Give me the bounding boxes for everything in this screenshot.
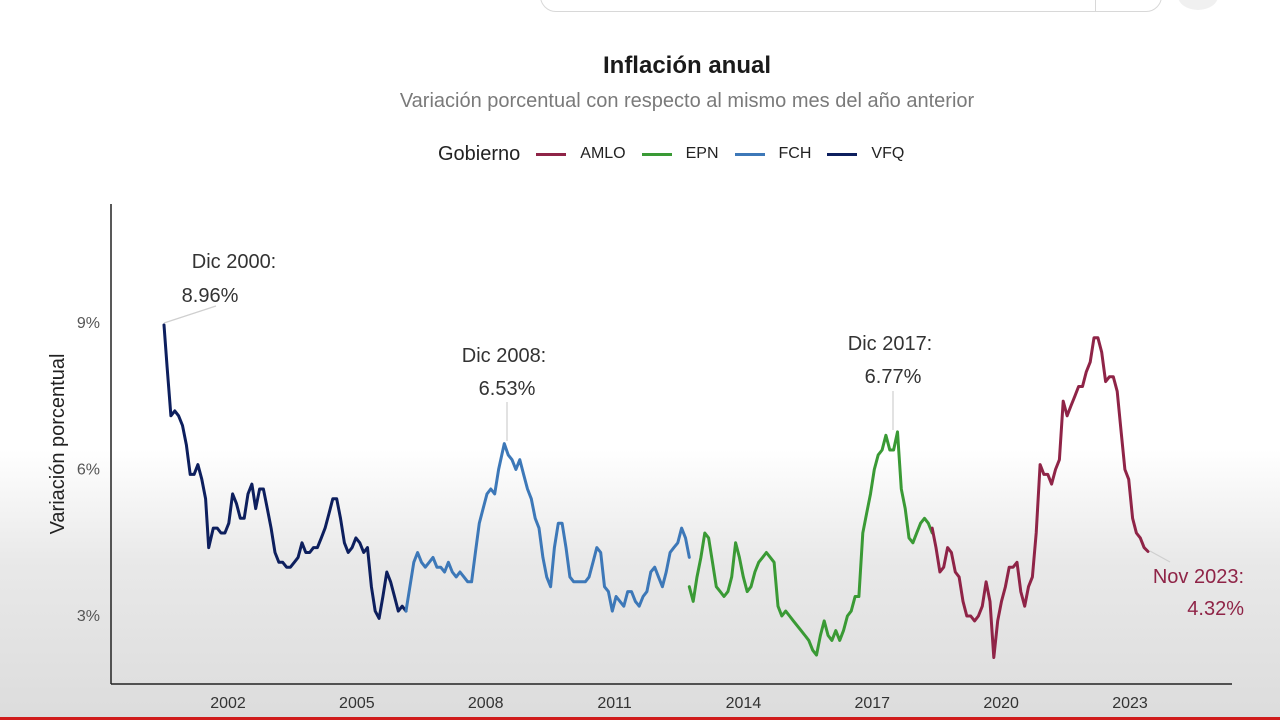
toolbar-round-button[interactable] — [1178, 0, 1218, 10]
y-tick-label: 3% — [77, 608, 100, 625]
x-tick-label: 2023 — [1112, 695, 1148, 712]
chart-subtitle: Variación porcentual con respecto al mis… — [399, 90, 975, 112]
annotation-leader — [1149, 550, 1171, 563]
legend-label-epn: EPN — [685, 145, 719, 162]
x-tick-label: 2005 — [339, 695, 375, 712]
annotation-value-label: 8.96% — [182, 285, 239, 307]
series-line-epn — [687, 430, 934, 657]
x-tick-label: 2011 — [597, 695, 632, 712]
legend-swatch-amlo — [536, 152, 567, 156]
annotation-value-label: 6.53% — [479, 378, 536, 400]
legend-title: Gobierno — [438, 142, 521, 165]
x-tick-label: 2002 — [210, 695, 246, 712]
annotation-date-label: Dic 2008: — [462, 345, 547, 367]
series-line-fch — [404, 442, 691, 613]
legend-swatch-vfq — [827, 152, 858, 156]
annotation-value-label: 4.32% — [1187, 598, 1244, 620]
x-tick-label: 2020 — [983, 695, 1019, 712]
legend-item-epn: EPN — [641, 145, 719, 163]
chart-title: Inflación anual — [602, 52, 772, 79]
x-tick-label: 2017 — [854, 695, 890, 712]
x-tick-label: 2008 — [468, 695, 504, 712]
legend-label-amlo: AMLO — [580, 145, 626, 162]
annotation-date-label: Dic 2000: — [192, 251, 277, 273]
legend-item-fch: FCH — [734, 145, 812, 163]
annotation-date-label: Dic 2017: — [848, 333, 933, 355]
legend-swatch-fch — [734, 152, 765, 156]
bottom-accent-bar — [0, 717, 1280, 720]
legend-label-fch: FCH — [778, 145, 812, 162]
series-line-amlo — [930, 336, 1150, 659]
series-line-vfq — [162, 323, 408, 620]
x-tick-label: 2014 — [726, 695, 762, 712]
annotation-value-label: 6.77% — [865, 366, 922, 388]
annotation-leader — [163, 305, 217, 324]
y-tick-label: 6% — [77, 462, 100, 479]
annotation-date-label: Nov 2023: — [1153, 566, 1244, 588]
y-tick-label: 9% — [77, 315, 100, 332]
chart-legend: Gobierno AMLO EPN FCH VFQ — [438, 142, 920, 166]
search-bar-divider — [1095, 0, 1096, 11]
legend-item-vfq: VFQ — [827, 145, 904, 163]
legend-swatch-epn — [641, 152, 672, 156]
y-axis-title: Variación porcentual — [47, 354, 69, 535]
legend-label-vfq: VFQ — [871, 145, 905, 162]
legend-item-amlo: AMLO — [536, 145, 626, 163]
